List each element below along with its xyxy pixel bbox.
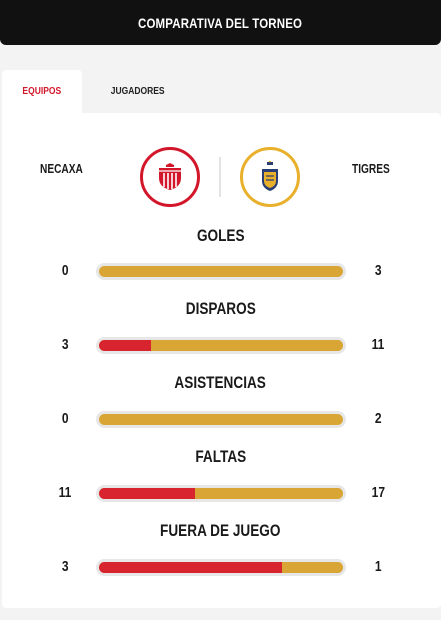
teams-divider [219, 157, 221, 197]
tab-equipos[interactable]: EQUIPOS [2, 70, 82, 113]
stat-label-text: DISPAROS [185, 299, 256, 318]
stat-label-text: FUERA DE JUEGO [160, 521, 281, 540]
widget-title: COMPARATIVA DEL TORNEO [138, 14, 303, 31]
stat-home-value-fuera-de-juego: 3 [61, 558, 69, 575]
away-team-name: TIGRES [352, 161, 390, 176]
stat-label-fuera-de-juego: FUERA DE JUEGO [0, 521, 441, 541]
stat-label-disparos: DISPAROS [0, 299, 441, 319]
stat-bar-goles [96, 263, 346, 280]
stat-home-value-asistencias: 0 [61, 410, 69, 427]
stat-bar-away-segment [282, 562, 343, 573]
stat-bar-asistencias [96, 411, 346, 428]
stat-bar-faltas [96, 485, 346, 502]
stat-bar-disparos [96, 337, 346, 354]
stat-label-asistencias: ASISTENCIAS [0, 373, 441, 393]
stat-home-value-faltas: 11 [58, 484, 72, 501]
tab-bar: EQUIPOS JUGADORES [0, 70, 441, 113]
stat-away-value-faltas: 17 [371, 484, 385, 501]
stat-home-value-goles: 0 [61, 262, 69, 279]
teams-panel [2, 113, 441, 608]
tigres-crest-icon [262, 161, 278, 191]
stat-label-text: FALTAS [195, 447, 246, 466]
stat-label-faltas: FALTAS [0, 447, 441, 467]
tab-jugadores-label: JUGADORES [111, 86, 165, 97]
home-team-name: NECAXA [40, 161, 83, 176]
necaxa-crest-icon [159, 163, 181, 190]
stat-bar-away-segment [99, 266, 343, 277]
away-team-logo [240, 147, 300, 207]
stat-home-value-disparos: 3 [61, 336, 69, 353]
stat-bar-home-segment [99, 488, 195, 499]
stat-away-value-asistencias: 2 [374, 410, 382, 427]
tab-jugadores[interactable]: JUGADORES [92, 70, 184, 113]
stat-away-value-fuera-de-juego: 1 [374, 558, 382, 575]
stat-bar-away-segment [194, 488, 343, 499]
widget-header: COMPARATIVA DEL TORNEO [0, 0, 441, 45]
tab-equipos-label: EQUIPOS [22, 86, 62, 97]
stat-bar-home-segment [99, 340, 152, 351]
stat-bar-away-segment [151, 340, 343, 351]
stat-away-value-goles: 3 [374, 262, 382, 279]
stat-bar-away-segment [99, 414, 343, 425]
home-team-logo [140, 147, 200, 207]
stat-label-text: ASISTENCIAS [174, 373, 267, 392]
stat-bar-home-segment [99, 562, 282, 573]
stat-label-goles: GOLES [0, 226, 441, 246]
stat-bar-fuera-de-juego [96, 559, 346, 576]
stat-label-text: GOLES [196, 226, 245, 245]
stat-away-value-disparos: 11 [371, 336, 385, 353]
